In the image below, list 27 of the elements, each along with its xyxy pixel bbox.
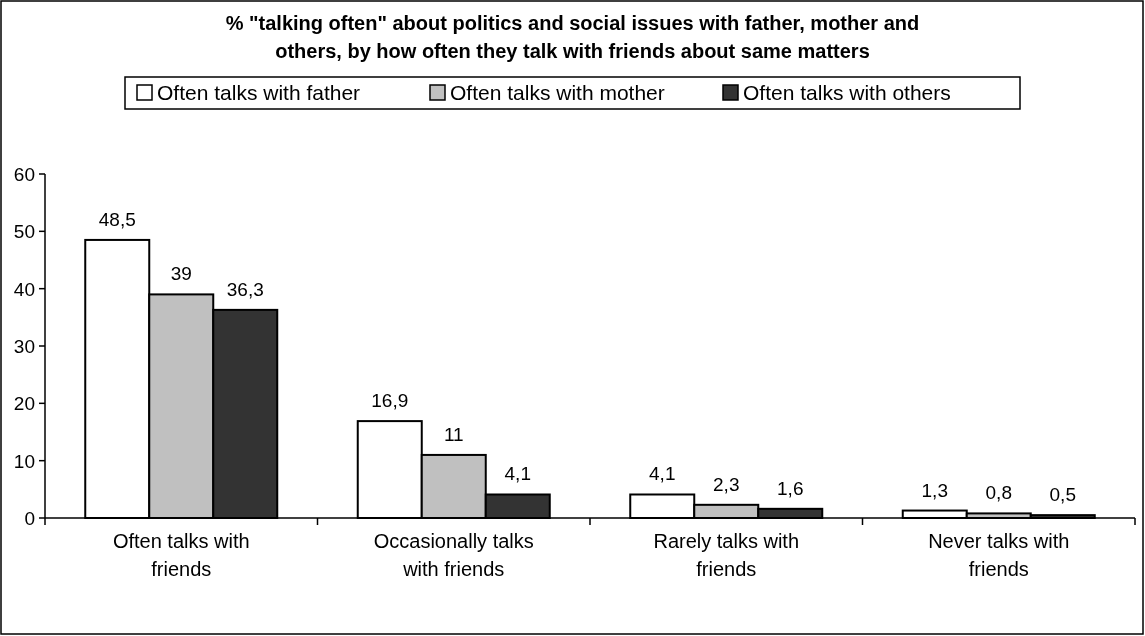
- data-label: 0,8: [985, 482, 1012, 504]
- data-label: 48,5: [98, 208, 136, 230]
- y-tick-label: 20: [13, 393, 35, 415]
- data-label: 11: [443, 423, 464, 445]
- data-label: 4,1: [649, 463, 676, 485]
- legend-label: Often talks with mother: [450, 81, 665, 104]
- x-tick-label: Never talks with friends: [928, 530, 1070, 580]
- x-tick-label: Occasionally talks with friends: [373, 530, 534, 580]
- data-label: 2,3: [713, 473, 740, 495]
- data-label: 1,3: [921, 479, 948, 501]
- y-tick-label: 40: [13, 278, 35, 300]
- data-label: 1,6: [777, 477, 804, 499]
- y-tick-label: 30: [13, 336, 35, 357]
- x-tick-label: Often talks with friends: [112, 530, 250, 580]
- y-tick-label: 50: [13, 221, 35, 243]
- data-label: 36,3: [226, 278, 264, 300]
- data-label: 16,9: [371, 390, 409, 412]
- legend-label: Often talks with father: [157, 81, 361, 104]
- data-label: 0,5: [1049, 484, 1076, 506]
- y-tick-label: 0: [24, 508, 35, 529]
- x-tick-label: Rarely talks with friends: [653, 530, 800, 580]
- y-tick-label: 60: [13, 164, 35, 185]
- chart-title: % "talking often" about politics and social issues with father, mother and others, by how often they talk with friends about same matters: [225, 12, 920, 62]
- data-label: 4,1: [504, 463, 531, 485]
- legend-label: Often talks with others: [743, 81, 951, 104]
- y-tick-label: 10: [13, 450, 35, 472]
- data-label: 39: [170, 263, 192, 285]
